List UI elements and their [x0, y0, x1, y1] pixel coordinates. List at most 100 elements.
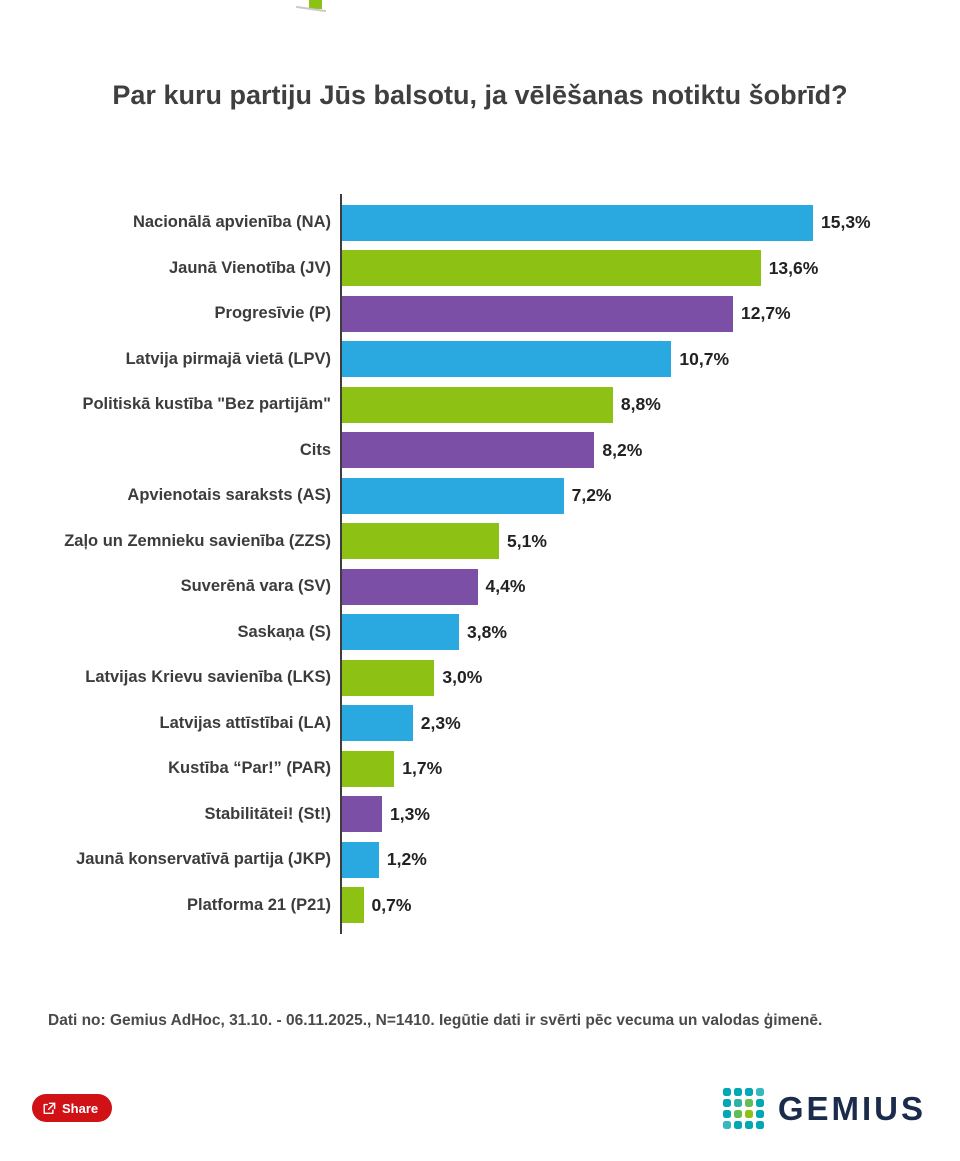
bar-value: 10,7% [679, 348, 730, 369]
bar-row: Nacionālā apvienība (NA) 15,3% [0, 200, 960, 246]
bar-row: Saskaņa (S) 3,8% [0, 609, 960, 655]
bar-value: 3,0% [442, 667, 483, 688]
bar-value: 0,7% [371, 894, 412, 915]
bar-value: 3,8% [467, 621, 507, 642]
bar-row: Progresīvie (P) 12,7% [0, 291, 960, 337]
gemius-dot [722, 1110, 731, 1118]
bar-label: Nacionālā apvienība (NA) [132, 213, 331, 232]
bar-zone: 1,3% [340, 791, 960, 837]
bar-row: Latvija pirmajā vietā (LPV) 10,7% [0, 336, 960, 382]
gemius-dot [755, 1099, 764, 1107]
bar-label: Kustība “Par!” (PAR) [168, 759, 331, 778]
bar [342, 295, 733, 332]
gemius-dot [755, 1088, 764, 1096]
bar [342, 887, 364, 924]
axis-bottom-cap [340, 928, 342, 934]
bar-value: 1,2% [386, 849, 427, 870]
gemius-dot [744, 1110, 753, 1118]
bar [342, 614, 459, 651]
gemius-dot [722, 1121, 731, 1129]
bar-label: Zaļo un Zemnieku savienība (ZZS) [64, 531, 331, 550]
bar-row: Jaunā Vienotība (JV) 13,6% [0, 245, 960, 291]
bar [342, 250, 761, 287]
bar-row: Apvienotais saraksts (AS) 7,2% [0, 473, 960, 519]
bar-row: Kustība “Par!” (PAR) 1,7% [0, 746, 960, 792]
bar-label: Apvienotais saraksts (AS) [127, 486, 331, 505]
axis-top-cap [340, 194, 342, 200]
gemius-dot [744, 1099, 753, 1107]
bar-value: 5,1% [507, 530, 547, 551]
bar-value: 4,4% [485, 576, 526, 597]
bar-label: Latvija pirmajā vietā (LPV) [125, 349, 331, 368]
bar [342, 796, 382, 833]
bar-zone: 12,7% [340, 291, 960, 337]
bar-row: Latvijas Krievu savienība (LKS) 3,0% [0, 655, 960, 701]
bar-value: 13,6% [768, 257, 819, 278]
bar-zone: 8,2% [340, 427, 960, 473]
bar-row: Suverēnā vara (SV) 4,4% [0, 564, 960, 610]
gemius-dot [733, 1099, 742, 1107]
bar-zone: 0,7% [340, 882, 960, 928]
gemius-dots-icon [722, 1088, 764, 1129]
gemius-dot [733, 1121, 742, 1129]
bar-zone: 3,8% [340, 609, 960, 655]
bar-label: Jaunā konservatīvā partija (JKP) [76, 850, 331, 869]
bar-zone: 13,6% [340, 245, 960, 291]
bar-value: 8,2% [602, 439, 643, 460]
bar [342, 204, 813, 241]
gemius-dot [755, 1121, 764, 1129]
gemius-dot [744, 1121, 753, 1129]
gemius-dot [722, 1088, 731, 1096]
bar-row: Jaunā konservatīvā partija (JKP) 1,2% [0, 837, 960, 883]
share-button[interactable]: Share [32, 1094, 113, 1122]
bar [342, 841, 379, 878]
bar [342, 432, 595, 469]
gemius-dot [733, 1110, 742, 1118]
bar-zone: 10,7% [340, 336, 960, 382]
bar-row: Zaļo un Zemnieku savienība (ZZS) 5,1% [0, 518, 960, 564]
gemius-dot [755, 1110, 764, 1118]
bar-label: Politiskā kustība "Bez partijām" [82, 395, 331, 414]
bar-label: Cits [299, 440, 331, 459]
bar [342, 750, 395, 787]
bar-row: Stabilitātei! (St!) 1,3% [0, 791, 960, 837]
bar-value: 2,3% [420, 712, 461, 733]
bar-value: 7,2% [571, 485, 612, 506]
bar-label: Saskaņa (S) [237, 622, 331, 641]
bar-row: Cits 8,2% [0, 427, 960, 473]
bar-rows: Nacionālā apvienība (NA) 15,3% Jaunā Vie… [0, 200, 960, 928]
bar [342, 523, 499, 560]
bar-label: Progresīvie (P) [214, 304, 331, 323]
gemius-wordmark: GEMIUS [777, 1089, 926, 1127]
bar-value: 1,7% [402, 758, 443, 779]
share-icon [42, 1102, 56, 1115]
bar [342, 659, 435, 696]
cropped-logo-fragment [309, 0, 322, 9]
bar-value: 1,3% [390, 803, 430, 824]
bar-zone: 8,8% [340, 382, 960, 428]
bar-zone: 3,0% [340, 655, 960, 701]
bar-zone: 5,1% [340, 518, 960, 564]
bar-chart: Nacionālā apvienība (NA) 15,3% Jaunā Vie… [0, 194, 960, 934]
gemius-dot [744, 1088, 753, 1096]
bar-zone: 4,4% [340, 564, 960, 610]
bar [342, 477, 564, 514]
page-title: Par kuru partiju Jūs balsotu, ja vēlēšan… [112, 80, 848, 110]
chart-title-wrap: Par kuru partiju Jūs balsotu, ja vēlēšan… [0, 74, 960, 117]
bar-value: 12,7% [741, 303, 791, 324]
bar-row: Latvijas attīstībai (LA) 2,3% [0, 700, 960, 746]
bar [342, 568, 478, 605]
bar-label: Suverēnā vara (SV) [180, 577, 331, 596]
bar-label: Stabilitātei! (St!) [204, 804, 332, 823]
bar-value: 8,8% [620, 394, 661, 415]
gemius-dot [722, 1099, 731, 1107]
bar-row: Platforma 21 (P21) 0,7% [0, 882, 960, 928]
bar-label: Latvijas Krievu savienība (LKS) [85, 668, 331, 687]
data-source-note: Dati no: Gemius AdHoc, 31.10. - 06.11.20… [48, 1012, 823, 1029]
bar-zone: 15,3% [340, 200, 960, 246]
bar [342, 341, 672, 378]
bar-value: 15,3% [821, 212, 871, 233]
bar-row: Politiskā kustība "Bez partijām" 8,8% [0, 382, 960, 428]
bar-label: Latvijas attīstībai (LA) [159, 713, 331, 732]
gemius-logo: GEMIUS [722, 1088, 926, 1129]
